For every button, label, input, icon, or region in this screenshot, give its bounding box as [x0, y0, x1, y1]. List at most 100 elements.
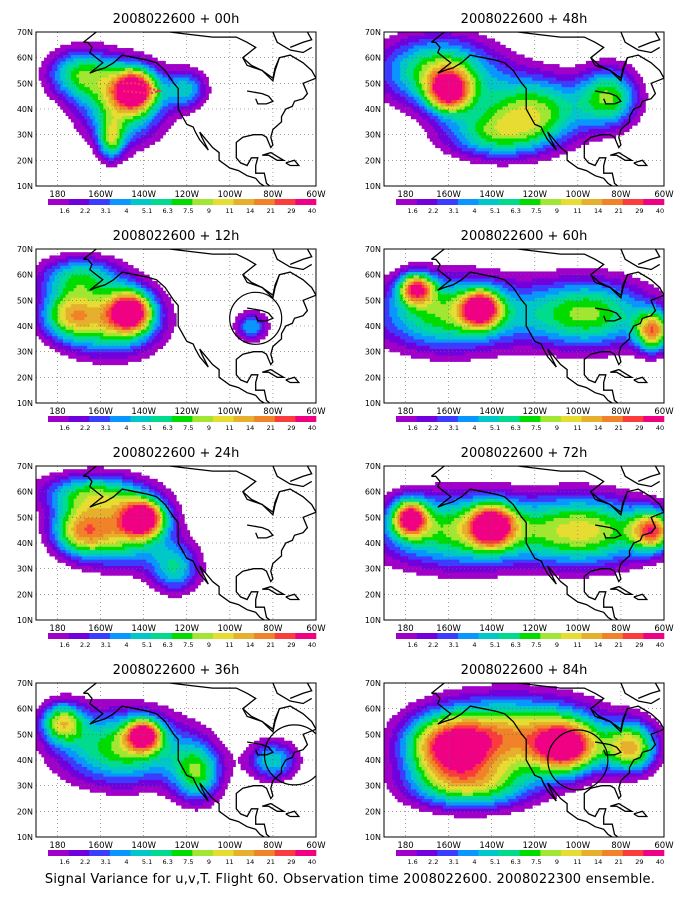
lon-tick-label: 180	[49, 841, 65, 851]
colorbar-swatch	[396, 633, 417, 639]
colorbar-swatch	[519, 850, 541, 856]
colorbar-label: 11	[573, 641, 581, 649]
colorbar-label: 7.5	[531, 858, 541, 866]
colorbar-swatch	[416, 633, 438, 639]
colorbar-swatch	[416, 850, 438, 856]
colorbar: 1.6 2.2 3.1 4 5.1 6.3 7.5 9 11 14 21 29 40	[48, 850, 317, 866]
colorbar-label: 21	[615, 641, 623, 649]
colorbar-swatch	[151, 633, 172, 639]
colorbar-label: 21	[267, 641, 275, 649]
lon-tick-label: 60W	[306, 841, 326, 851]
colorbar-label: 11	[225, 641, 233, 649]
coastlines	[430, 683, 664, 837]
colorbar-swatch	[68, 416, 90, 422]
colorbar-swatch	[274, 633, 296, 639]
colorbar-label: 1.6	[59, 207, 69, 215]
lon-tick-label: 120W	[174, 407, 199, 417]
colorbar-swatch	[192, 199, 214, 205]
colorbar-label: 21	[615, 858, 623, 866]
colorbar-swatch	[478, 850, 500, 856]
lon-tick-label: 80W	[263, 190, 283, 200]
colorbar-swatch	[437, 416, 459, 422]
colorbar-label: 4	[472, 207, 476, 215]
lat-tick-label: 60N	[365, 271, 381, 280]
lon-tick-label: 140W	[131, 190, 156, 200]
map-frame	[383, 31, 665, 187]
lat-tick-label: 50N	[17, 730, 33, 739]
colorbar-label: 29	[287, 207, 295, 215]
colorbar-label: 3.1	[101, 207, 111, 215]
colorbar: 1.6 2.2 3.1 4 5.1 6.3 7.5 9 11 14 21 29 40	[396, 416, 665, 432]
colorbar-label: 7.5	[531, 424, 541, 432]
colorbar-swatch	[254, 850, 276, 856]
colorbar-swatch	[109, 199, 131, 205]
colorbar-swatch	[295, 416, 317, 422]
variance-field	[384, 482, 664, 579]
colorbar-swatch	[295, 199, 317, 205]
lon-tick-label: 180	[397, 841, 413, 851]
map-panel: 2008022600 + 00h 70N 60N 50N 40N 30N 20N 10N 180…	[17, 12, 326, 215]
colorbar-label: 3.1	[101, 424, 111, 432]
colorbar-swatch	[540, 633, 562, 639]
lat-tick-label: 40N	[17, 756, 33, 765]
map-panel: 2008022600 + 12h 70N 60N 50N 40N 30N 20N 10N 180…	[17, 229, 326, 432]
colorbar-swatch	[109, 416, 131, 422]
colorbar-label: 7.5	[183, 641, 193, 649]
colorbar-swatch	[540, 416, 562, 422]
map-frame	[383, 682, 665, 838]
colorbar-swatch	[171, 850, 193, 856]
lat-tick-label: 10N	[17, 616, 33, 625]
lat-tick-label: 30N	[17, 131, 33, 140]
colorbar-swatch	[499, 633, 520, 639]
colorbar-swatch	[622, 199, 644, 205]
colorbar-swatch	[643, 199, 665, 205]
colorbar-label: 7.5	[531, 641, 541, 649]
lon-tick-label: 140W	[479, 190, 504, 200]
colorbar-label: 40	[308, 641, 316, 649]
colorbar-swatch	[602, 199, 624, 205]
lat-tick-label: 40N	[365, 322, 381, 331]
colorbar-label: 14	[594, 641, 602, 649]
lon-tick-label: 80W	[611, 841, 631, 851]
lon-tick-label: 100W	[566, 841, 591, 851]
colorbar-label: 14	[246, 858, 254, 866]
panel-title: 2008022600 + 24h	[113, 446, 240, 461]
lat-tick-label: 30N	[365, 131, 381, 140]
colorbar-label: 9	[207, 858, 211, 866]
colorbar-label: 9	[555, 641, 559, 649]
map-panel: 2008022600 + 84h 70N 60N 50N 40N 30N 20N 10N 180…	[365, 663, 674, 866]
colorbar-label: 14	[594, 207, 602, 215]
colorbar-label: 40	[308, 207, 316, 215]
colorbar-swatch	[151, 199, 172, 205]
colorbar-label: 21	[615, 424, 623, 432]
colorbar-label: 1.6	[407, 207, 417, 215]
colorbar-swatch	[254, 416, 276, 422]
colorbar-swatch	[48, 850, 69, 856]
panel-title: 2008022600 + 36h	[113, 663, 240, 678]
colorbar-label: 5.1	[490, 207, 500, 215]
coastlines	[430, 249, 664, 403]
map-panel: 2008022600 + 48h 70N 60N 50N 40N 30N 20N 10N 180…	[365, 12, 674, 215]
lon-tick-label: 100W	[566, 407, 591, 417]
colorbar-label: 29	[287, 424, 295, 432]
colorbar-swatch	[396, 199, 417, 205]
verification-circle	[229, 291, 283, 345]
colorbar-swatch	[581, 633, 603, 639]
colorbar-label: 1.6	[407, 858, 417, 866]
colorbar-label: 29	[635, 207, 643, 215]
colorbar-label: 5.1	[490, 641, 500, 649]
lat-tick-label: 10N	[365, 182, 381, 191]
lat-tick-label: 50N	[365, 296, 381, 305]
colorbar: 1.6 2.2 3.1 4 5.1 6.3 7.5 9 11 14 21 29 40	[48, 416, 317, 432]
colorbar-label: 21	[267, 424, 275, 432]
lon-tick-label: 120W	[174, 624, 199, 634]
colorbar-label: 9	[555, 207, 559, 215]
variance-field	[384, 683, 664, 819]
colorbar-swatch	[457, 416, 479, 422]
grid-lines	[36, 683, 316, 837]
verification-circle	[263, 724, 316, 786]
colorbar-swatch	[622, 850, 644, 856]
lat-tick-label: 50N	[17, 296, 33, 305]
lat-tick-label: 20N	[17, 807, 33, 816]
